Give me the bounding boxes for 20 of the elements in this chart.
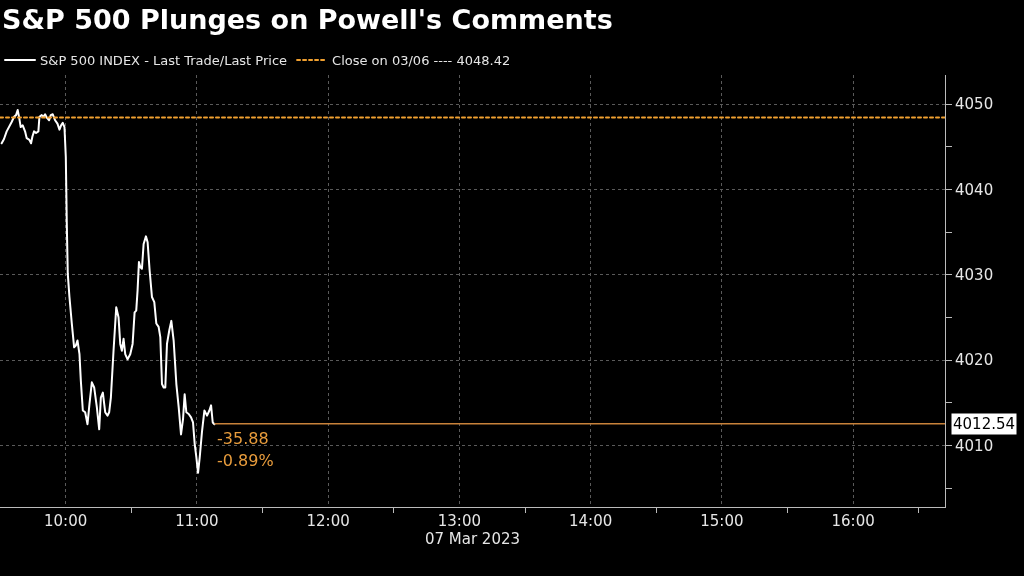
ref-line-label: 4012.54 bbox=[953, 415, 1016, 433]
x-tick-label: 12:00 bbox=[306, 512, 350, 530]
x-tick-label: 10:00 bbox=[44, 512, 88, 530]
legend-label: S&P 500 INDEX - Last Trade/Last Price bbox=[40, 53, 288, 69]
x-tick-label: 11:00 bbox=[175, 512, 219, 530]
y-tick-label: 4040 bbox=[955, 180, 994, 199]
y-tick-label: 4010 bbox=[955, 436, 994, 455]
x-tick-label: 14:00 bbox=[569, 512, 613, 530]
y-tick-label: 4050 bbox=[955, 95, 994, 114]
y-tick-label: 4030 bbox=[955, 266, 994, 285]
annotation: -35.88 bbox=[217, 429, 269, 448]
annotation: -0.89% bbox=[217, 451, 274, 470]
x-tick-label: 16:00 bbox=[831, 512, 875, 530]
x-tick-label: 15:00 bbox=[700, 512, 744, 530]
x-tick-label: 13:00 bbox=[437, 512, 481, 530]
x-axis-title: 07 Mar 2023 bbox=[424, 530, 521, 548]
line-series bbox=[0, 109, 216, 474]
chart-title: S&P 500 Plunges on Powell's Comments bbox=[2, 4, 613, 36]
legend-label: Close on 03/06 ---- 4048.42 bbox=[332, 53, 511, 69]
y-tick-label: 4020 bbox=[955, 351, 994, 370]
